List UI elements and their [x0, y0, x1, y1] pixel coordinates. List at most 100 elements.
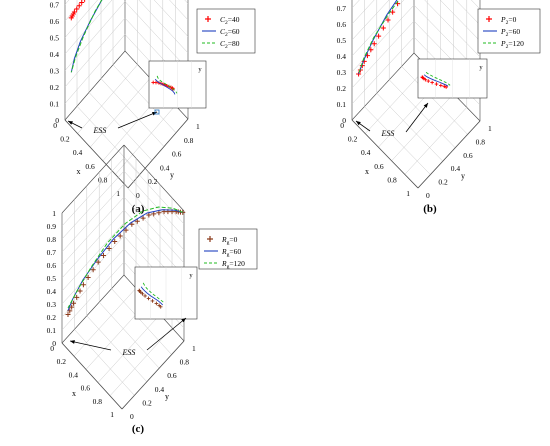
grid-line: [404, 107, 467, 175]
x-tick-label: 0.2: [60, 135, 70, 144]
series-marker: [85, 274, 91, 280]
z-tick-label: 0.5: [47, 274, 57, 283]
legend-subscript: g: [227, 240, 230, 246]
ess-arrowhead: [68, 121, 73, 125]
inset-axis-label: y: [189, 272, 193, 279]
z-tick-label: 0.2: [50, 83, 60, 92]
panel-a: 00.10.20.30.40.50.60.70.80.9100.20.40.60…: [50, 0, 256, 215]
series-marker: [74, 294, 80, 300]
ess-arrowhead: [70, 340, 75, 344]
series-marker: [371, 41, 377, 47]
inset-series-marker: [426, 79, 431, 83]
legend-symbol: P: [500, 27, 506, 36]
legend-symbol: C: [220, 39, 226, 48]
x-tick-label: 0.6: [85, 162, 95, 171]
z-tick-label: 0.1: [47, 326, 57, 335]
grid-line: [391, 93, 454, 161]
legend-entry-label: C2=40: [220, 15, 240, 26]
z-tick-label: 0.5: [50, 34, 60, 43]
y-tick-label: 0.8: [180, 358, 190, 367]
z-tick-label: 0: [55, 116, 59, 125]
series-marker: [106, 246, 112, 252]
y-tick-label: 0.8: [184, 136, 194, 145]
legend-marker: [486, 16, 492, 22]
legend-entry-label: Rg=120: [221, 259, 245, 270]
legend-symbol: P: [500, 39, 506, 48]
series-marker: [146, 212, 152, 218]
series-marker: [77, 288, 83, 294]
legend-box: [198, 228, 258, 270]
legend-subscript: g: [227, 252, 230, 258]
panel-b: 00.10.20.30.40.50.60.70.80.9100.20.40.60…: [337, 0, 541, 215]
inset-series-marker: [442, 84, 447, 89]
series-marker: [112, 239, 118, 245]
series-marker: [368, 47, 374, 53]
series-marker: [67, 308, 73, 314]
legend-entry-label: P2=120: [500, 39, 524, 50]
grid-line: [351, 0, 481, 26]
inset-series-line: [140, 286, 164, 306]
grid-line: [111, 288, 172, 355]
x-tick-label: 0: [53, 121, 57, 130]
series-line: [358, 0, 400, 75]
series-marker: [69, 304, 75, 310]
grid-line: [77, 64, 138, 134]
series-marker: [84, 0, 86, 2]
inset-series-marker: [146, 296, 151, 301]
series-marker: [90, 267, 96, 273]
x-axis-label: x: [77, 167, 81, 176]
axis-box-edge: [351, 52, 415, 121]
axis-line: [64, 119, 129, 189]
legend-value: =60: [229, 247, 241, 256]
ess-arrow: [405, 102, 429, 133]
axis-box-edge: [61, 144, 125, 214]
x-tick-label: 0.4: [69, 370, 79, 379]
series-marker: [74, 6, 80, 12]
ess-arrowhead: [181, 318, 186, 323]
grid-line: [61, 209, 185, 279]
y-axis-label: y: [461, 172, 465, 181]
series-marker: [390, 9, 396, 15]
series-marker: [385, 17, 391, 23]
grid-line: [351, 0, 481, 42]
inset-axis-label: y: [198, 66, 202, 73]
ess-arrow: [69, 340, 112, 351]
grid-line: [61, 183, 185, 253]
z-tick-label: 0.3: [337, 68, 347, 77]
legend-entry-label: Rg=60: [221, 247, 241, 258]
grid-line: [86, 315, 147, 382]
x-tick-label: 0.8: [98, 175, 108, 184]
y-tick-label: 0: [130, 412, 134, 421]
grid-line: [61, 170, 185, 240]
grid-line: [364, 106, 431, 175]
series-marker: [140, 215, 146, 221]
grid-line: [76, 106, 141, 175]
x-axis-label: x: [365, 167, 369, 176]
inset-axis-label: y: [479, 64, 483, 71]
legend-value: =40: [228, 15, 240, 24]
series-marker: [376, 33, 382, 39]
ess-arrowhead: [152, 111, 157, 116]
z-tick-label: 0.7: [337, 4, 347, 13]
z-tick-label: 1: [52, 209, 56, 218]
z-tick-label: 0.1: [337, 100, 347, 109]
axis-box-edge: [61, 274, 125, 344]
inset-series-line: [142, 282, 165, 304]
inset-series-marker: [430, 80, 434, 85]
y-tick-label: 1: [192, 344, 196, 353]
x-tick-label: 0: [50, 344, 54, 353]
z-tick-label: 0: [342, 116, 346, 125]
legend-value: =80: [228, 39, 240, 48]
y-axis-label: y: [170, 171, 174, 180]
legend-subscript: 2: [225, 20, 228, 26]
grid-line: [351, 0, 481, 58]
x-tick-label: 0.8: [387, 175, 397, 184]
inset-series-line: [425, 71, 451, 86]
z-tick-label: 0.4: [50, 50, 60, 59]
legend-value: =0: [229, 235, 237, 244]
legend-value: =0: [508, 15, 516, 24]
y-tick-label: 0.6: [172, 150, 182, 159]
series-marker: [151, 211, 157, 217]
